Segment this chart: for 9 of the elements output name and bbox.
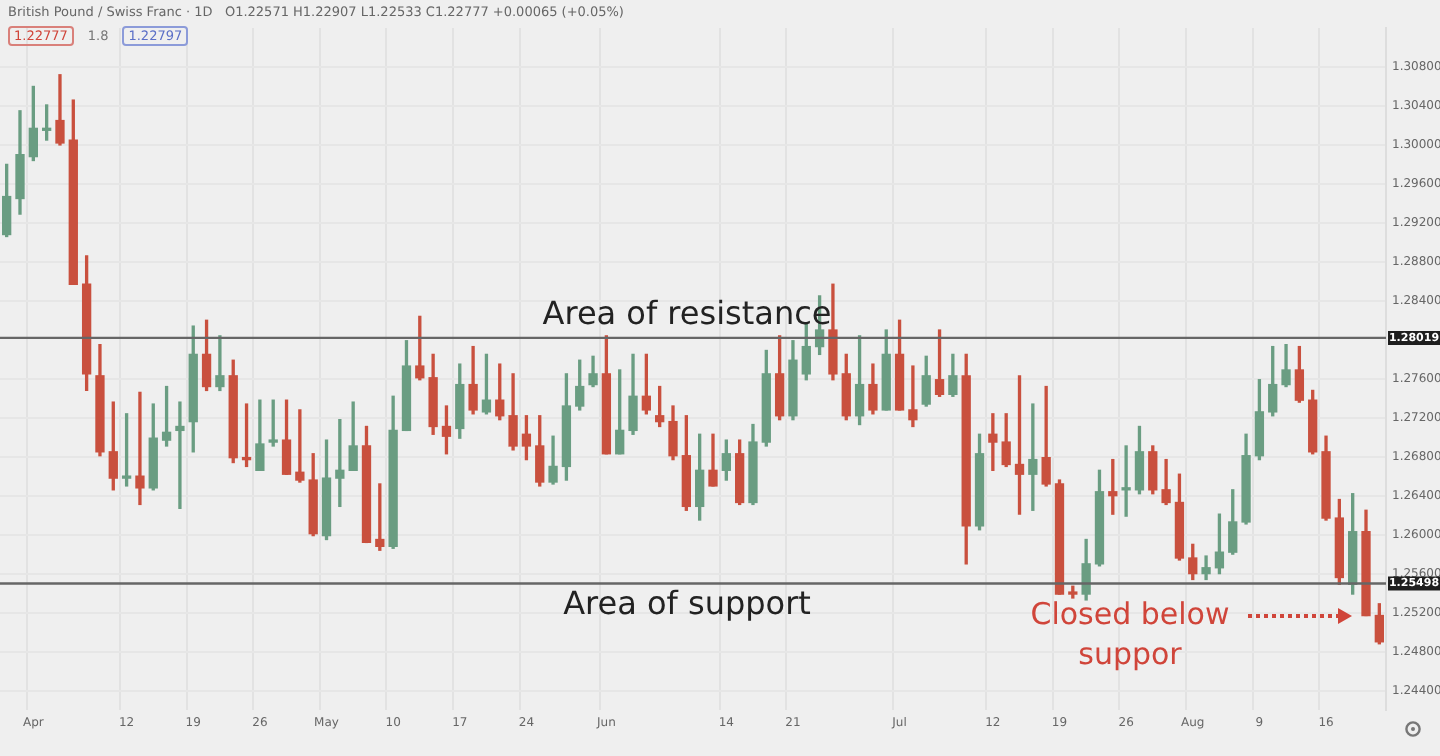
candlestick	[988, 413, 998, 471]
candlestick	[1121, 445, 1131, 517]
candlestick	[215, 335, 225, 392]
candlestick	[135, 391, 145, 506]
annotation: Closed below suppor	[1028, 594, 1232, 674]
candlestick	[295, 409, 305, 483]
candlestick	[908, 365, 918, 428]
ref-line-label: Area of support	[563, 583, 811, 622]
candlestick	[175, 401, 185, 509]
